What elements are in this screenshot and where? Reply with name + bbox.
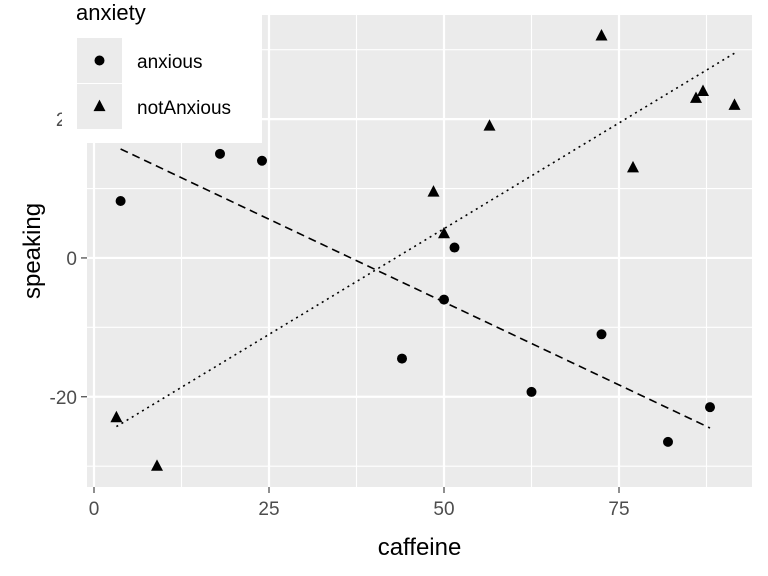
y-tick-label: 0 — [66, 249, 77, 270]
x-tick-label: 50 — [433, 499, 454, 520]
point-notAnxious — [690, 91, 702, 103]
x-axis-title: caffeine — [378, 534, 462, 561]
y-tick-label: -20 — [50, 388, 77, 409]
point-notAnxious — [728, 98, 741, 110]
point-notAnxious — [627, 160, 639, 173]
point-anxious — [663, 436, 673, 447]
x-tick-label: 25 — [258, 499, 279, 520]
legend-title: anxiety — [76, 0, 146, 25]
point-anxious — [705, 402, 715, 413]
point-notAnxious — [438, 226, 450, 239]
x-tick-label: 75 — [608, 499, 629, 520]
point-anxious — [397, 353, 407, 364]
legend-label-anxious: anxious — [137, 52, 203, 73]
point-notAnxious — [697, 84, 709, 96]
trend-line-anxious — [120, 148, 711, 429]
legend-label-notAnxious: notAnxious — [137, 98, 231, 119]
trend-line-notAnxious — [115, 52, 735, 428]
y-axis-title: speaking — [19, 203, 46, 299]
point-notAnxious — [110, 410, 123, 423]
x-tick-label: 0 — [89, 499, 100, 520]
legend-marker-anxious — [94, 55, 105, 66]
point-anxious — [115, 196, 126, 207]
legend-entries: anxious notAnxious — [77, 38, 231, 129]
point-anxious — [215, 148, 225, 159]
data-points — [110, 29, 741, 471]
legend-marker-notAnxious — [93, 99, 106, 112]
point-notAnxious — [483, 119, 496, 131]
point-anxious — [257, 155, 267, 166]
x-axis: 0 25 50 75 — [89, 487, 630, 520]
point-anxious — [596, 329, 607, 340]
point-notAnxious — [151, 459, 163, 471]
point-notAnxious — [427, 185, 440, 197]
point-anxious — [449, 242, 460, 253]
point-anxious — [439, 294, 449, 305]
legend: anxiety anxious notAnxious — [62, 0, 262, 143]
trend-lines — [115, 52, 735, 429]
point-notAnxious — [595, 29, 608, 41]
point-anxious — [526, 386, 537, 397]
